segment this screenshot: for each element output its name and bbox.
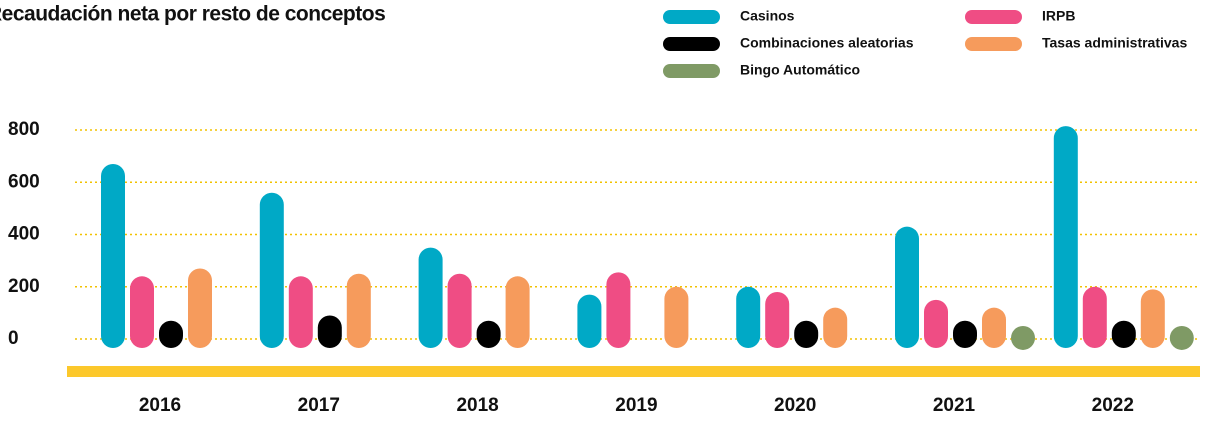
legend-label: Casinos bbox=[740, 8, 795, 24]
bar bbox=[418, 247, 443, 348]
y-tick-label: 600 bbox=[8, 171, 40, 192]
y-tick-label: 400 bbox=[8, 224, 40, 245]
legend-swatch bbox=[965, 37, 1022, 51]
bar bbox=[664, 286, 689, 348]
y-tick-label: 800 bbox=[8, 119, 40, 140]
bar bbox=[953, 320, 977, 348]
bar bbox=[317, 315, 342, 348]
bar bbox=[1011, 325, 1035, 350]
x-tick-label: 2016 bbox=[139, 395, 181, 416]
x-tick-label: 2018 bbox=[456, 395, 498, 416]
bar bbox=[1053, 126, 1078, 348]
bar bbox=[476, 320, 501, 348]
bar bbox=[577, 294, 602, 348]
legend-label: IRPB bbox=[1042, 8, 1075, 24]
legend-label: Tasas administrativas bbox=[1042, 35, 1187, 51]
bar bbox=[895, 226, 919, 348]
bar bbox=[1140, 289, 1165, 348]
bar bbox=[606, 272, 631, 348]
bar bbox=[346, 273, 371, 348]
bar bbox=[159, 320, 183, 348]
bar bbox=[1082, 286, 1107, 348]
bar bbox=[982, 307, 1006, 348]
chart-title: Recaudación neta por resto de conceptos bbox=[0, 3, 385, 26]
bar bbox=[765, 291, 790, 348]
y-tick-label: 0 bbox=[8, 328, 19, 349]
baseline-band bbox=[67, 366, 1200, 377]
bar bbox=[259, 192, 284, 348]
x-tick-label: 2020 bbox=[774, 395, 816, 416]
legend-swatch bbox=[965, 10, 1022, 24]
bar bbox=[924, 299, 948, 348]
x-tick-label: 2017 bbox=[298, 395, 340, 416]
bar bbox=[823, 307, 848, 348]
legend-swatch bbox=[663, 37, 720, 51]
bar bbox=[736, 286, 761, 348]
x-tick-label: 2019 bbox=[615, 395, 657, 416]
bar bbox=[101, 163, 125, 348]
bar bbox=[130, 276, 154, 348]
y-tick-label: 200 bbox=[8, 276, 40, 297]
bar bbox=[447, 273, 472, 348]
legend-swatch bbox=[663, 64, 720, 78]
bar bbox=[1169, 325, 1194, 350]
x-tick-label: 2021 bbox=[933, 395, 976, 416]
x-tick-label: 2022 bbox=[1092, 395, 1134, 416]
bar bbox=[1111, 320, 1136, 348]
bar bbox=[794, 320, 819, 348]
bar bbox=[288, 276, 313, 348]
bar bbox=[505, 276, 530, 348]
legend-swatch bbox=[663, 10, 720, 24]
bar bbox=[188, 268, 212, 348]
legend-label: Combinaciones aleatorias bbox=[740, 35, 914, 51]
legend-label: Bingo Automático bbox=[740, 62, 860, 78]
